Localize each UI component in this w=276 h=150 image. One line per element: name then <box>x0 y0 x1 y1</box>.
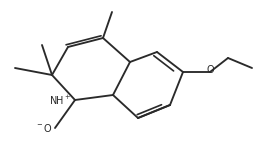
Text: $^-$O: $^-$O <box>35 122 53 134</box>
Text: O: O <box>206 65 214 75</box>
Text: NH$^+$: NH$^+$ <box>49 93 72 106</box>
